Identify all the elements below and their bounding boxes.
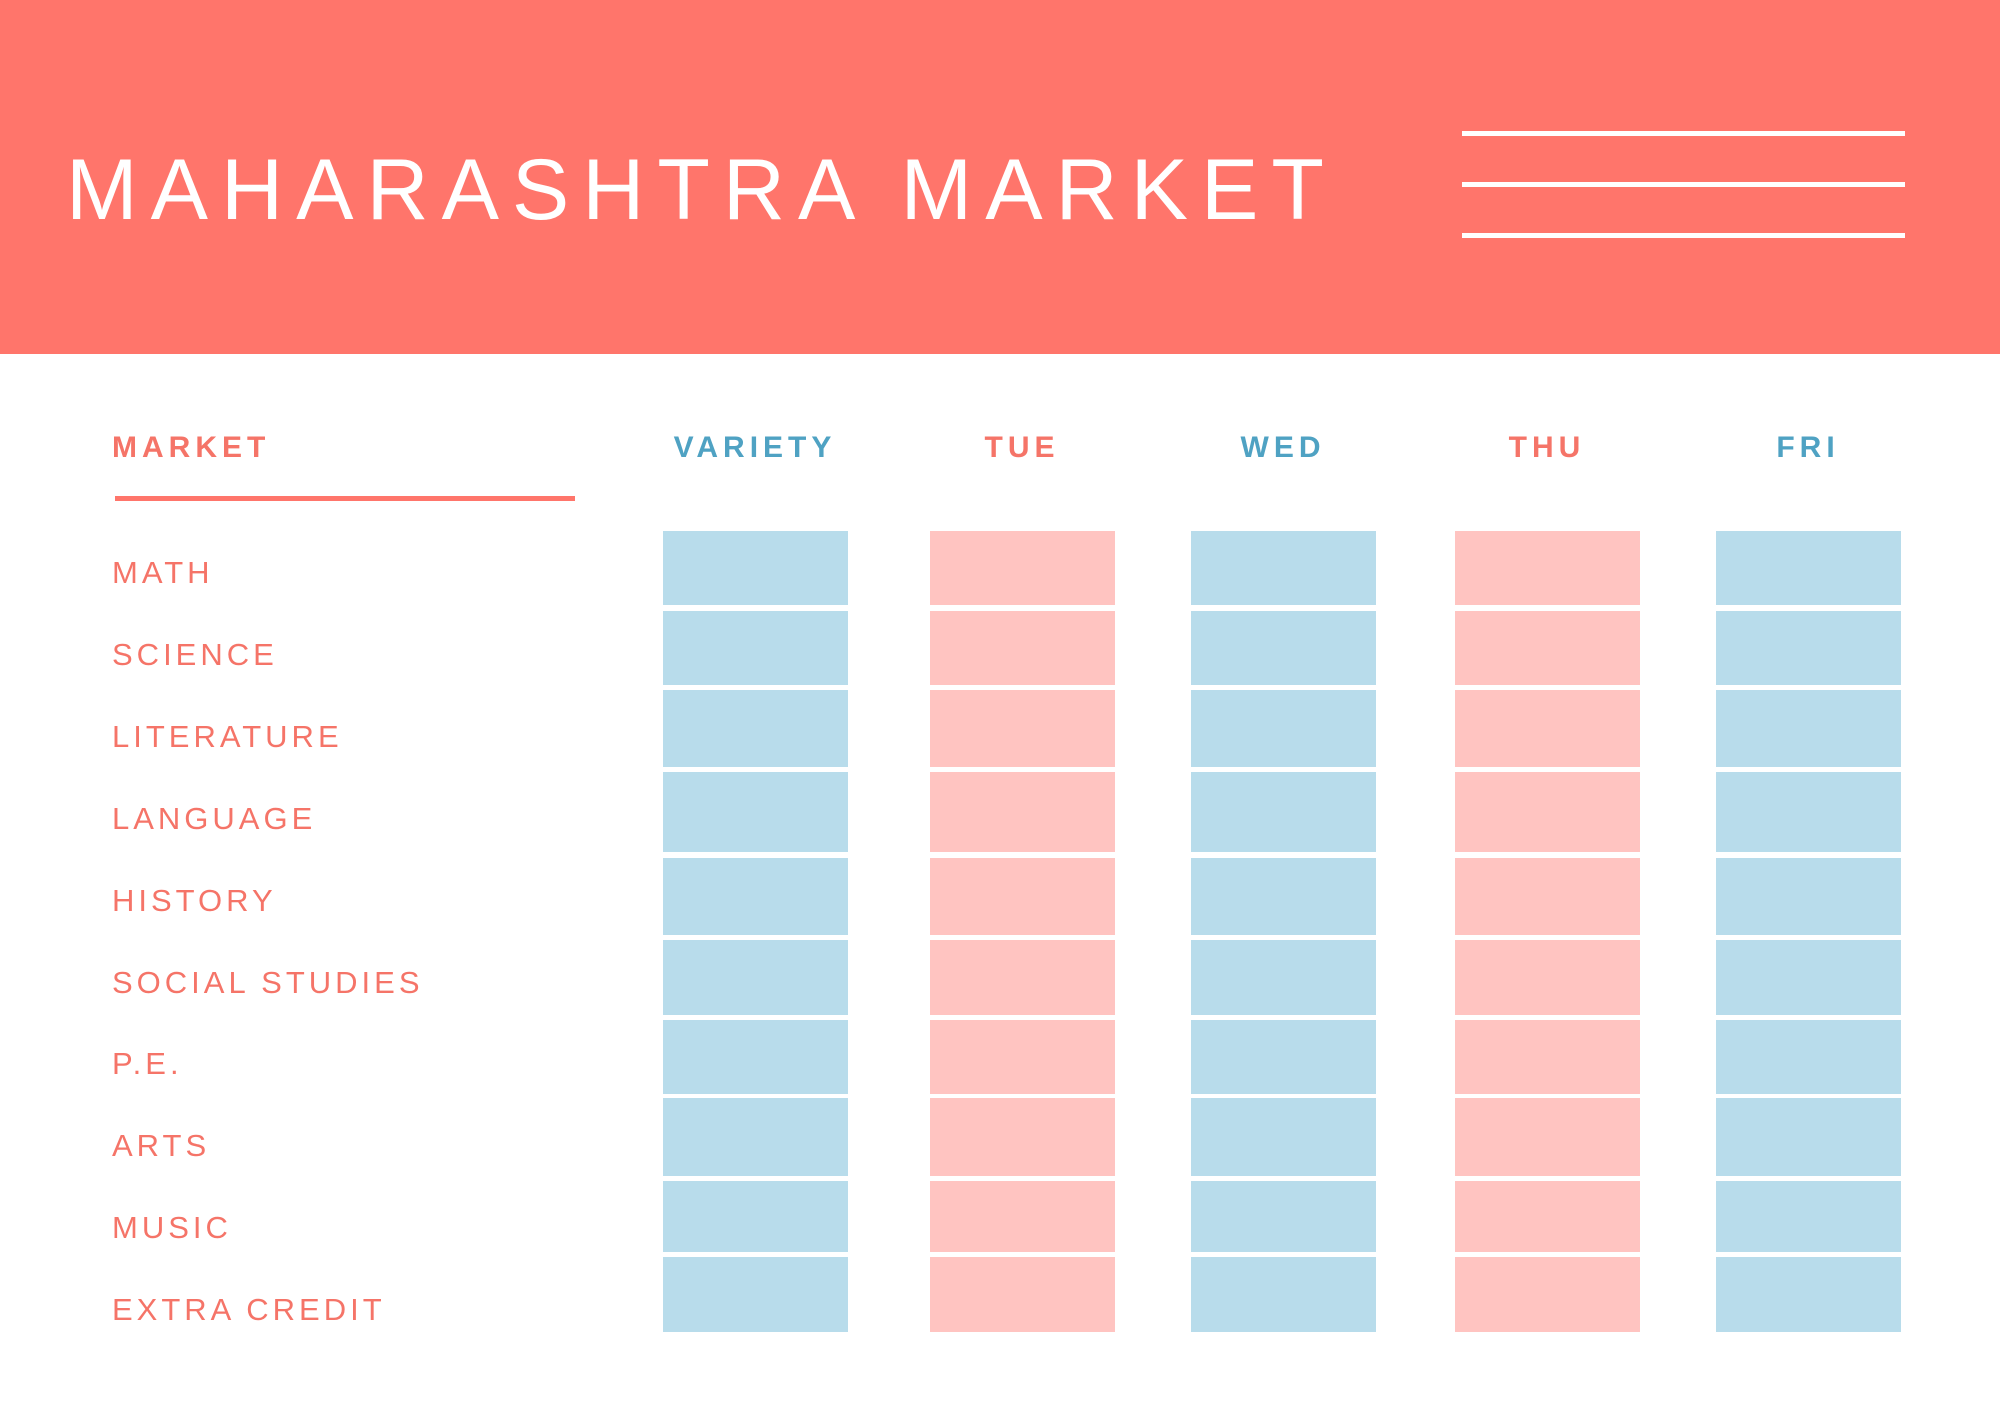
schedule-cell[interactable]: [663, 772, 848, 852]
row-label-language: LANGUAGE: [112, 801, 317, 836]
row-label-p-e: P.E.: [112, 1046, 183, 1081]
schedule-cell[interactable]: [1191, 531, 1376, 605]
schedule-cell[interactable]: [930, 611, 1115, 685]
schedule-cell[interactable]: [663, 1257, 848, 1332]
schedule-cell[interactable]: [1191, 611, 1376, 685]
schedule-cell[interactable]: [1716, 531, 1901, 605]
schedule-cell[interactable]: [1716, 611, 1901, 685]
header-decorative-line: [1462, 182, 1905, 187]
column-header-wed: WED: [1240, 431, 1326, 464]
schedule-cell[interactable]: [1716, 1257, 1901, 1332]
column-header-thu: THU: [1508, 431, 1586, 464]
schedule-cell[interactable]: [1716, 1020, 1901, 1094]
schedule-cell[interactable]: [930, 1257, 1115, 1332]
column-header-variety: VARIETY: [673, 431, 837, 464]
schedule-cell[interactable]: [1191, 1098, 1376, 1176]
row-label-literature: LITERATURE: [112, 719, 343, 754]
header-banner: MAHARASHTRA MARKET: [0, 0, 2000, 354]
row-label-social-studies: SOCIAL STUDIES: [112, 965, 424, 1000]
schedule-cell[interactable]: [1455, 1257, 1640, 1332]
column-header-tue: TUE: [984, 431, 1060, 464]
schedule-cell[interactable]: [1191, 772, 1376, 852]
schedule-cell[interactable]: [1191, 858, 1376, 935]
schedule-cell[interactable]: [1455, 940, 1640, 1015]
schedule-cell[interactable]: [930, 1098, 1115, 1176]
schedule-cell[interactable]: [1716, 940, 1901, 1015]
schedule-cell[interactable]: [1455, 1181, 1640, 1252]
schedule-cell[interactable]: [663, 1181, 848, 1252]
row-header-underline: [115, 496, 575, 501]
schedule-cell[interactable]: [663, 611, 848, 685]
schedule-cell[interactable]: [1716, 772, 1901, 852]
header-decorative-line: [1462, 131, 1905, 136]
schedule-cell[interactable]: [1716, 858, 1901, 935]
schedule-cell[interactable]: [1191, 1020, 1376, 1094]
schedule-cell[interactable]: [1716, 690, 1901, 767]
schedule-cell[interactable]: [663, 858, 848, 935]
schedule-cell[interactable]: [663, 940, 848, 1015]
schedule-cell[interactable]: [1716, 1181, 1901, 1252]
schedule-cell[interactable]: [1191, 940, 1376, 1015]
row-label-extra-credit: EXTRA CREDIT: [112, 1292, 386, 1327]
row-label-music: MUSIC: [112, 1210, 232, 1245]
schedule-cell[interactable]: [1191, 1257, 1376, 1332]
row-label-science: SCIENCE: [112, 637, 278, 672]
row-label-arts: ARTS: [112, 1128, 211, 1163]
schedule-cell[interactable]: [930, 858, 1115, 935]
schedule-cell[interactable]: [930, 772, 1115, 852]
header-decorative-line: [1462, 233, 1905, 238]
column-header-fri: FRI: [1776, 431, 1840, 464]
schedule-cell[interactable]: [663, 690, 848, 767]
schedule-cell[interactable]: [930, 1020, 1115, 1094]
schedule-cell[interactable]: [1455, 1020, 1640, 1094]
schedule-cell[interactable]: [663, 1098, 848, 1176]
schedule-cell[interactable]: [663, 1020, 848, 1094]
schedule-cell[interactable]: [930, 690, 1115, 767]
schedule-cell[interactable]: [930, 1181, 1115, 1252]
schedule-cell[interactable]: [1191, 1181, 1376, 1252]
schedule-cell[interactable]: [1191, 690, 1376, 767]
schedule-cell[interactable]: [930, 940, 1115, 1015]
schedule-cell[interactable]: [1455, 531, 1640, 605]
schedule-cell[interactable]: [1716, 1098, 1901, 1176]
schedule-cell[interactable]: [1455, 611, 1640, 685]
row-label-math: MATH: [112, 555, 214, 590]
row-label-history: HISTORY: [112, 883, 277, 918]
schedule-cell[interactable]: [1455, 1098, 1640, 1176]
row-header-market: MARKET: [112, 431, 271, 464]
schedule-cell[interactable]: [930, 531, 1115, 605]
schedule-cell[interactable]: [1455, 772, 1640, 852]
schedule-cell[interactable]: [1455, 690, 1640, 767]
schedule-cell[interactable]: [1455, 858, 1640, 935]
schedule-cell[interactable]: [663, 531, 848, 605]
page-title: MAHARASHTRA MARKET: [66, 142, 1337, 238]
